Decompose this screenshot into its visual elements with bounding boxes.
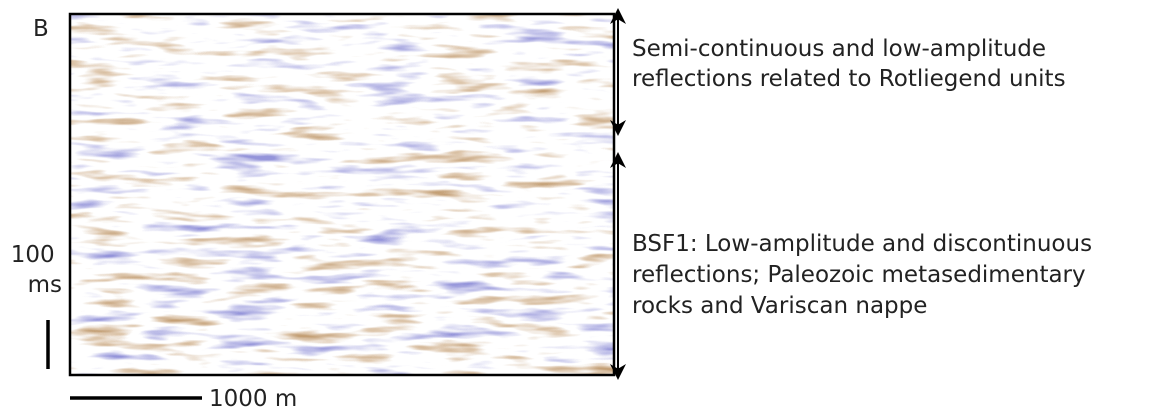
horizontal-scale-label: 1000 m <box>209 386 297 412</box>
scale-line: ms <box>28 272 62 298</box>
vertical-scale-label: 100 ms <box>11 242 62 298</box>
seismic-section <box>70 14 614 375</box>
panel-label: B <box>33 16 49 42</box>
annotation-line: reflections related to Rotliegend units <box>632 66 1066 92</box>
page: {"panel_label": "B", "upper_annotation":… <box>0 0 1169 414</box>
annotation-line: reflections; Paleozoic metasedimentary <box>632 262 1086 288</box>
lower-annotation: BSF1: Low-amplitude and discontinuous re… <box>632 231 1099 319</box>
upper-annotation: Semi-continuous and low-amplitude reflec… <box>632 36 1066 92</box>
figure: B Semi-continuous and low-amplitude refl… <box>0 0 1169 414</box>
scale-line: 100 <box>11 242 55 268</box>
annotation-line: rocks and Variscan nappe <box>632 293 927 319</box>
annotation-line: BSF1: Low-amplitude and discontinuous <box>632 231 1092 257</box>
annotation-line: Semi-continuous and low-amplitude <box>632 36 1046 62</box>
